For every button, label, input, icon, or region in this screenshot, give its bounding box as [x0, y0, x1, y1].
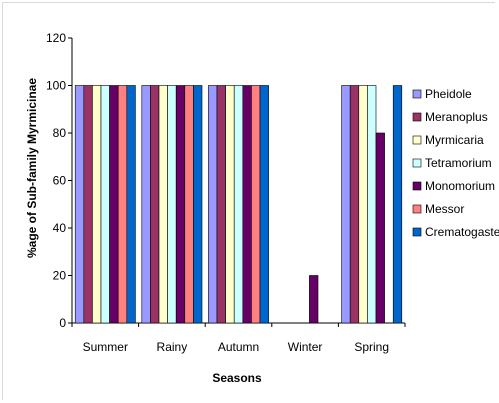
bar — [216, 85, 226, 324]
legend-label: Myrmicaria — [425, 133, 484, 147]
legend-swatch — [412, 89, 422, 99]
legend-swatch — [412, 204, 422, 214]
x-tick-label: Spring — [354, 340, 389, 354]
bar — [167, 85, 177, 324]
y-tick-label: 120 — [46, 31, 66, 45]
chart-frame — [2, 2, 495, 400]
x-axis-title: Seasons — [212, 371, 262, 385]
bar — [92, 85, 102, 324]
y-axis-title: %age of Sub-family Myrmicinae — [25, 78, 39, 258]
bar — [225, 85, 235, 324]
x-tick-label: Autumn — [218, 340, 259, 354]
bar — [83, 85, 93, 324]
legend-label: Monomorium — [425, 179, 495, 193]
legend-swatch — [412, 158, 422, 168]
x-tick-label: Rainy — [157, 340, 188, 354]
bar — [341, 85, 351, 324]
x-tick-label: Summer — [83, 340, 128, 354]
bar — [141, 85, 151, 324]
bar — [251, 85, 261, 324]
y-tick-label: 40 — [53, 221, 67, 235]
bar — [233, 85, 244, 324]
bar — [117, 85, 128, 324]
bar — [349, 85, 360, 324]
bar — [259, 85, 269, 324]
bar — [242, 85, 252, 324]
bar — [184, 85, 194, 324]
legend-label: Messor — [425, 202, 464, 216]
legend-label: Crematogaster — [425, 225, 499, 239]
legend-label: Pheidole — [425, 87, 472, 101]
bar — [109, 85, 119, 324]
bar — [309, 275, 319, 324]
legend-swatch — [412, 112, 422, 122]
bar — [375, 132, 385, 324]
bar — [175, 85, 186, 324]
legend-swatch — [412, 227, 422, 237]
legend-label: Tetramorium — [425, 156, 492, 170]
plot-area: 0 20 40 60 80 100 120 Summer Rainy Autumn Winter Sp… — [46, 31, 406, 354]
y-tick-label: 0 — [59, 316, 66, 330]
y-tick-label: 20 — [53, 269, 67, 283]
y-tick-label: 80 — [53, 126, 67, 140]
bar — [208, 85, 218, 324]
bar — [126, 85, 136, 324]
x-tick-label: Winter — [288, 340, 323, 354]
bar — [158, 85, 168, 324]
y-tick-label: 60 — [53, 174, 67, 188]
bar — [392, 85, 403, 324]
bar — [367, 85, 377, 324]
legend-swatch — [412, 181, 422, 191]
bar — [100, 85, 110, 324]
bar — [74, 85, 85, 324]
bar — [193, 85, 203, 324]
bar — [150, 85, 160, 324]
y-tick-label: 100 — [46, 79, 66, 93]
bar — [358, 85, 368, 324]
legend: Pheidole Meranoplus Myrmicaria Tetramorium M… — [412, 87, 499, 239]
legend-swatch — [412, 135, 422, 145]
legend-label: Meranoplus — [425, 110, 488, 124]
